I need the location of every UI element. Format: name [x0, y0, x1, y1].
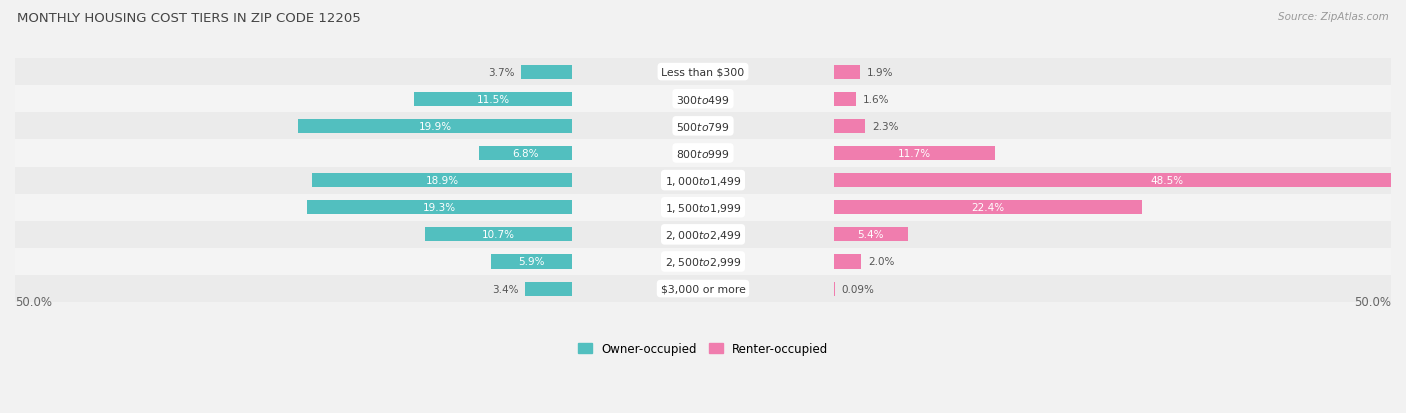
Text: 5.9%: 5.9% [519, 257, 546, 267]
Text: $1,000 to $1,499: $1,000 to $1,499 [665, 174, 741, 187]
Text: 5.4%: 5.4% [858, 230, 884, 240]
Text: 22.4%: 22.4% [972, 203, 1004, 213]
Bar [15, 86, 1391, 113]
Text: 6.8%: 6.8% [512, 149, 538, 159]
Text: $300 to $499: $300 to $499 [676, 93, 730, 105]
Text: $800 to $999: $800 to $999 [676, 147, 730, 159]
Bar [834, 119, 865, 133]
Bar [15, 167, 1391, 194]
Bar [834, 173, 1406, 188]
Bar [834, 201, 1142, 215]
Bar [15, 113, 1391, 140]
Bar [15, 248, 1391, 275]
Bar [491, 255, 572, 269]
Bar [15, 194, 1391, 221]
Bar [834, 228, 908, 242]
Legend: Owner-occupied, Renter-occupied: Owner-occupied, Renter-occupied [572, 337, 834, 360]
Bar [478, 147, 572, 161]
Text: 3.7%: 3.7% [488, 67, 515, 77]
Text: $2,500 to $2,999: $2,500 to $2,999 [665, 255, 741, 268]
Text: 19.9%: 19.9% [419, 121, 451, 131]
Text: 3.4%: 3.4% [492, 284, 519, 294]
Text: Source: ZipAtlas.com: Source: ZipAtlas.com [1278, 12, 1389, 22]
Text: 10.7%: 10.7% [482, 230, 515, 240]
Text: 19.3%: 19.3% [423, 203, 456, 213]
Text: 11.5%: 11.5% [477, 95, 510, 104]
Text: 50.0%: 50.0% [1354, 296, 1391, 309]
Text: 1.6%: 1.6% [863, 95, 889, 104]
Bar [834, 93, 856, 107]
Bar [298, 119, 572, 133]
Bar [15, 221, 1391, 248]
Bar [522, 65, 572, 79]
Text: MONTHLY HOUSING COST TIERS IN ZIP CODE 12205: MONTHLY HOUSING COST TIERS IN ZIP CODE 1… [17, 12, 360, 25]
Text: 11.7%: 11.7% [897, 149, 931, 159]
Bar [15, 140, 1391, 167]
Bar [413, 93, 572, 107]
Bar [834, 147, 994, 161]
Bar [834, 255, 862, 269]
Text: $3,000 or more: $3,000 or more [661, 284, 745, 294]
Bar [526, 282, 572, 296]
Text: 50.0%: 50.0% [15, 296, 52, 309]
Text: 18.9%: 18.9% [426, 176, 458, 186]
Text: 2.3%: 2.3% [872, 121, 898, 131]
Bar [15, 59, 1391, 86]
Text: 0.09%: 0.09% [842, 284, 875, 294]
Text: $500 to $799: $500 to $799 [676, 121, 730, 133]
Text: 2.0%: 2.0% [868, 257, 894, 267]
Text: $2,000 to $2,499: $2,000 to $2,499 [665, 228, 741, 241]
Text: $1,500 to $1,999: $1,500 to $1,999 [665, 201, 741, 214]
Text: Less than $300: Less than $300 [661, 67, 745, 77]
Bar [312, 173, 572, 188]
Text: 1.9%: 1.9% [866, 67, 893, 77]
Bar [425, 228, 572, 242]
Text: 48.5%: 48.5% [1152, 176, 1184, 186]
Bar [307, 201, 572, 215]
Bar [15, 275, 1391, 302]
Bar [834, 65, 860, 79]
